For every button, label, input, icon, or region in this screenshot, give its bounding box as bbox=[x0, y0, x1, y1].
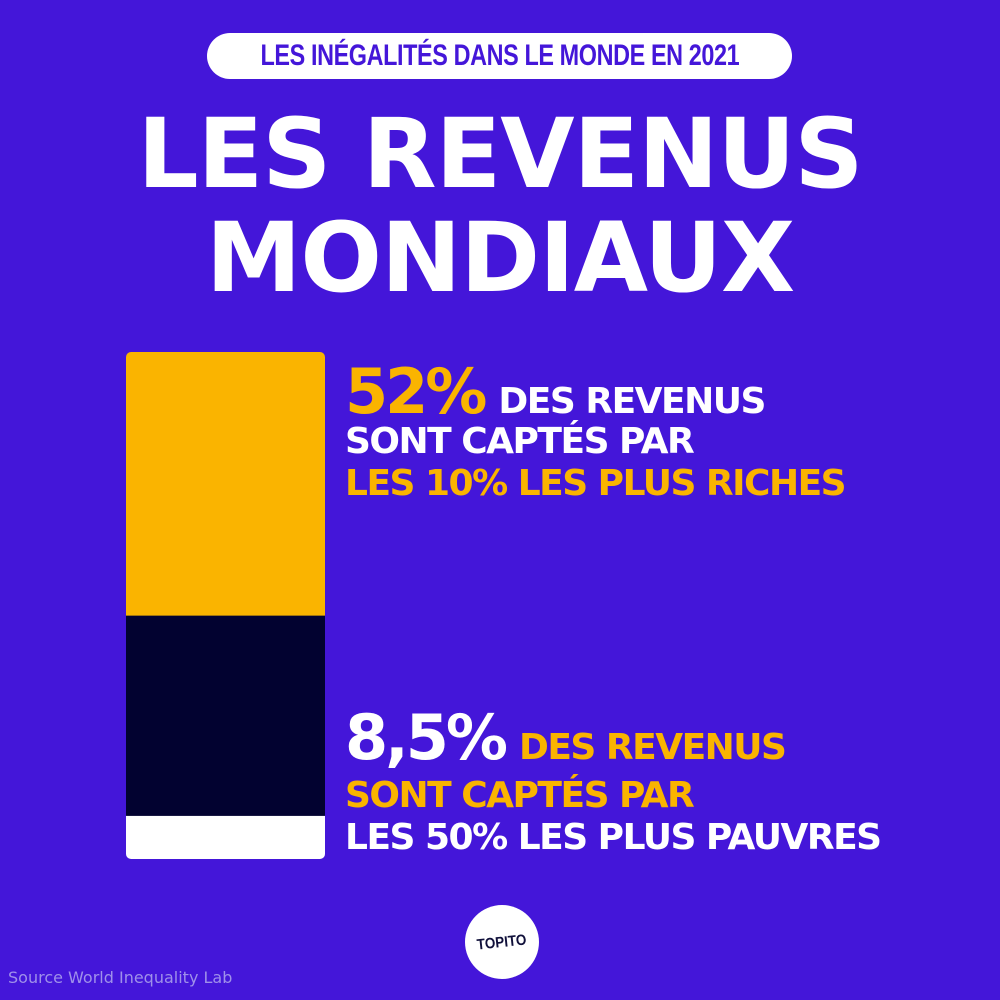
bar-segment-0 bbox=[126, 352, 325, 617]
subtitle: LES INÉGALITÉS DANS LE MONDE EN 2021 bbox=[260, 39, 739, 72]
top-annotation-row: 52% DES REVENUS bbox=[345, 355, 766, 428]
bottom-annotation-row: 8,5% DES REVENUS bbox=[345, 701, 787, 774]
page-title-line-2: MONDIAUX bbox=[205, 202, 795, 314]
page-title-line-1: LES REVENUS bbox=[137, 98, 863, 210]
bottom-value-label: 8,5% bbox=[345, 701, 508, 774]
top-annotation-text-1: DES REVENUS bbox=[498, 381, 766, 422]
logo-label: TOPITO bbox=[476, 930, 528, 954]
subtitle-pill: LES INÉGALITÉS DANS LE MONDE EN 2021 bbox=[207, 33, 792, 79]
bar-segment-1 bbox=[126, 615, 325, 817]
bottom-annotation-text-3: LES 50% LES PLUS PAUVRES bbox=[345, 817, 882, 858]
top-value-label: 52% bbox=[345, 355, 487, 428]
top-annotation-text-2: SONT CAPTÉS PAR bbox=[345, 421, 695, 462]
bottom-annotation-text-1: DES REVENUS bbox=[518, 727, 787, 768]
top-annotation-text-3: LES 10% LES PLUS RICHES bbox=[345, 463, 847, 504]
bar-segment-2 bbox=[126, 815, 325, 859]
source-note: Source World Inequality Lab bbox=[8, 968, 233, 987]
bottom-annotation-text-2: SONT CAPTÉS PAR bbox=[345, 775, 695, 816]
topito-logo: TOPITO bbox=[465, 905, 539, 979]
stacked-bar-chart bbox=[126, 352, 325, 859]
